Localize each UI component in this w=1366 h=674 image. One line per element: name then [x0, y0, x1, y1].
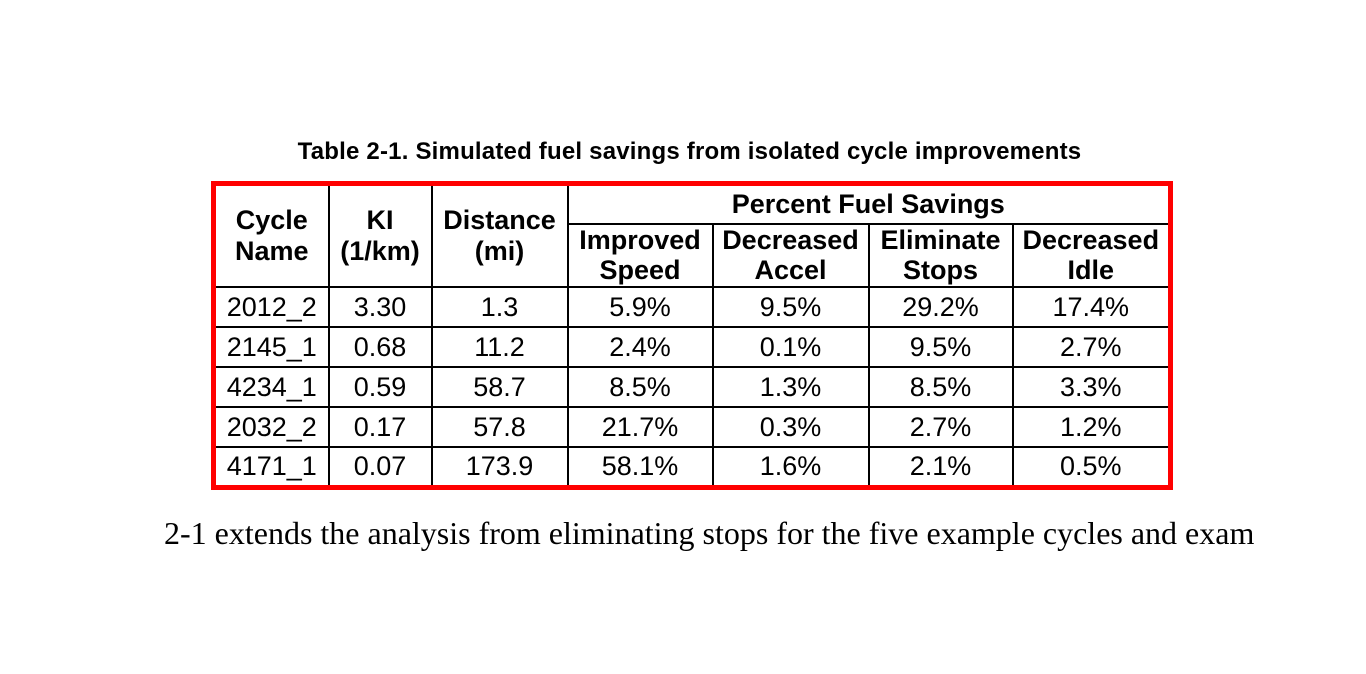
table-caption: Table 2-1. Simulated fuel savings from i… [297, 138, 1082, 165]
cell-decreased-idle: 1.2% [1011, 406, 1172, 449]
col-header-eliminate-stops: Eliminate Stops [867, 222, 1014, 289]
table-row: 2032_2 0.17 57.8 21.7% 0.3% 2.7% 1.2% [212, 406, 1172, 449]
cell-distance: 57.8 [430, 406, 569, 449]
cell-distance: 58.7 [430, 366, 569, 409]
table-row: 2145_1 0.68 11.2 2.4% 0.1% 9.5% 2.7% [212, 326, 1172, 369]
body-paragraph-fragment: 2-1 extends the analysis from eliminatin… [164, 515, 1255, 551]
col-header-ki: KI (1/km) [327, 182, 433, 289]
cell-cycle-name: 4171_1 [212, 446, 330, 489]
cell-improved-speed: 2.4% [566, 326, 714, 369]
cell-improved-speed: 5.9% [566, 286, 714, 329]
table-header-row-sub: Improved Speed Decreased Accel Eliminate… [214, 222, 1172, 289]
cell-distance: 173.9 [430, 446, 569, 489]
cell-ki: 3.30 [327, 286, 433, 329]
cell-cycle-name: 2012_2 [212, 286, 330, 329]
cell-decreased-accel: 1.6% [711, 446, 870, 489]
cell-eliminate-stops: 2.1% [867, 446, 1014, 489]
cell-improved-speed: 21.7% [566, 406, 714, 449]
cell-cycle-name: 2032_2 [212, 406, 330, 449]
cell-eliminate-stops: 29.2% [867, 286, 1014, 329]
table-row: 4171_1 0.07 173.9 58.1% 1.6% 2.1% 0.5% [212, 446, 1172, 489]
cell-decreased-idle: 17.4% [1011, 286, 1172, 329]
cell-decreased-idle: 0.5% [1011, 446, 1172, 489]
cell-decreased-accel: 0.1% [711, 326, 870, 369]
cell-distance: 1.3 [430, 286, 569, 329]
cell-ki: 0.68 [327, 326, 433, 369]
cell-improved-speed: 8.5% [566, 366, 714, 409]
col-header-cycle-name: Cycle Name [212, 182, 330, 289]
cell-decreased-idle: 2.7% [1011, 326, 1172, 369]
cell-improved-speed: 58.1% [566, 446, 714, 489]
col-group-header-percent-fuel-savings: Percent Fuel Savings [566, 182, 1172, 225]
col-header-decreased-accel: Decreased Accel [711, 222, 870, 289]
table-row: 4234_1 0.59 58.7 8.5% 1.3% 8.5% 3.3% [212, 366, 1172, 409]
cell-cycle-name: 2145_1 [212, 326, 330, 369]
cell-ki: 0.17 [327, 406, 433, 449]
col-header-improved-speed: Improved Speed [566, 222, 714, 289]
cell-ki: 0.07 [327, 446, 433, 489]
table-row: 2012_2 3.30 1.3 5.9% 9.5% 29.2% 17.4% [212, 286, 1172, 329]
cell-ki: 0.59 [327, 366, 433, 409]
cell-decreased-idle: 3.3% [1011, 366, 1172, 409]
table-header-row-top: Cycle Name KI (1/km) Distance (mi) Perce… [212, 182, 1172, 289]
fuel-savings-table: Cycle Name KI (1/km) Distance (mi) Perce… [211, 181, 1174, 490]
col-header-decreased-idle: Decreased Idle [1011, 222, 1172, 289]
cell-decreased-accel: 1.3% [711, 366, 870, 409]
cell-distance: 11.2 [430, 326, 569, 369]
col-header-distance: Distance (mi) [430, 182, 569, 289]
cell-decreased-accel: 0.3% [711, 406, 870, 449]
cell-eliminate-stops: 8.5% [867, 366, 1014, 409]
cell-decreased-accel: 9.5% [711, 286, 870, 329]
cell-eliminate-stops: 2.7% [867, 406, 1014, 449]
cell-eliminate-stops: 9.5% [867, 326, 1014, 369]
cell-cycle-name: 4234_1 [212, 366, 330, 409]
